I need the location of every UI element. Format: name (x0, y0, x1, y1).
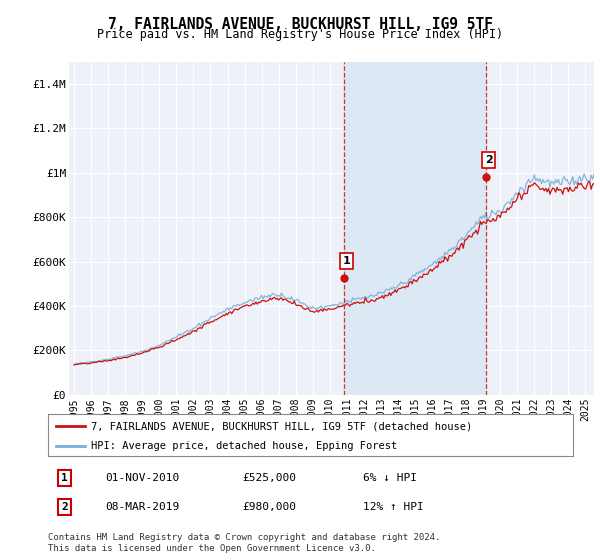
Text: 1: 1 (343, 256, 350, 266)
Text: 7, FAIRLANDS AVENUE, BUCKHURST HILL, IG9 5TF: 7, FAIRLANDS AVENUE, BUCKHURST HILL, IG9… (107, 17, 493, 32)
Text: 2: 2 (61, 502, 68, 512)
Text: 6% ↓ HPI: 6% ↓ HPI (363, 473, 417, 483)
Text: 1: 1 (61, 473, 68, 483)
Text: HPI: Average price, detached house, Epping Forest: HPI: Average price, detached house, Eppi… (91, 441, 397, 451)
Text: 01-NOV-2010: 01-NOV-2010 (106, 473, 180, 483)
Text: 2: 2 (485, 155, 493, 165)
Text: Price paid vs. HM Land Registry's House Price Index (HPI): Price paid vs. HM Land Registry's House … (97, 28, 503, 41)
Text: Contains HM Land Registry data © Crown copyright and database right 2024.
This d: Contains HM Land Registry data © Crown c… (48, 533, 440, 553)
Text: 7, FAIRLANDS AVENUE, BUCKHURST HILL, IG9 5TF (detached house): 7, FAIRLANDS AVENUE, BUCKHURST HILL, IG9… (91, 421, 472, 431)
Text: 12% ↑ HPI: 12% ↑ HPI (363, 502, 424, 512)
Text: 08-MAR-2019: 08-MAR-2019 (106, 502, 180, 512)
Text: £525,000: £525,000 (242, 473, 296, 483)
Bar (344, 62, 486, 395)
Text: £980,000: £980,000 (242, 502, 296, 512)
